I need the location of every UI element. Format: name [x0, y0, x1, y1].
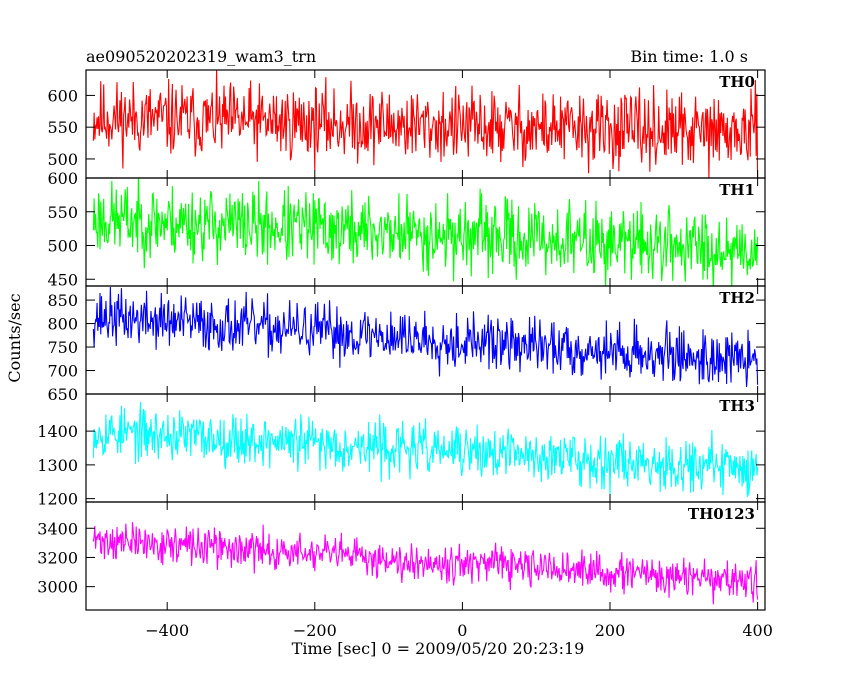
- y-tick-label: 650: [47, 385, 78, 404]
- panel-frame: [85, 393, 766, 503]
- panels-group: 500 550 600 TH0 450 500 550 600 TH1 650 700 750 800 8…: [37, 69, 766, 611]
- series-th3: [92, 401, 759, 497]
- panel-label: TH1: [719, 181, 755, 199]
- y-tick-label: 500: [47, 237, 78, 256]
- y-tick-label: 550: [47, 203, 78, 222]
- series-th0: [92, 70, 759, 178]
- panel-frame: [85, 501, 766, 611]
- panel-th0: 500 550 600 TH0: [47, 69, 766, 179]
- panel-th1: 450 500 550 600 TH1: [47, 169, 766, 289]
- y-tick-label: 600: [47, 169, 78, 188]
- x-tick-label: −200: [293, 621, 337, 640]
- y-tick-label: 3400: [37, 519, 78, 538]
- x-axis-label: Time [sec] 0 = 2009/05/20 20:23:19: [292, 639, 585, 658]
- chart-title: ae090520202319_wam3_trn: [86, 47, 316, 66]
- x-axis: −400 −200 0 200 400: [145, 621, 773, 640]
- panel-label: TH3: [719, 397, 755, 415]
- y-tick-label: 3200: [37, 548, 78, 567]
- panel-th2: 650 700 750 800 850 TH2: [47, 285, 766, 404]
- x-tick-label: −400: [145, 621, 189, 640]
- y-tick-label: 850: [47, 291, 78, 310]
- y-tick-label: 1200: [37, 490, 78, 509]
- panel-th3: 1200 1300 1400 TH3: [37, 393, 766, 509]
- panel-label: TH0: [719, 73, 755, 91]
- x-tick-label: 0: [457, 621, 467, 640]
- panel-label: TH0123: [688, 505, 755, 523]
- x-tick-label: 400: [742, 621, 773, 640]
- y-axis-label: Counts/sec: [5, 293, 24, 382]
- y-tick-label: 700: [47, 362, 78, 381]
- y-tick-label: 550: [47, 118, 78, 137]
- y-tick-label: 600: [47, 86, 78, 105]
- y-tick-label: 1300: [37, 456, 78, 475]
- y-tick-label: 750: [47, 338, 78, 357]
- panel-label: TH2: [719, 289, 755, 307]
- y-tick-label: 1400: [37, 422, 78, 441]
- x-tick-label: 200: [595, 621, 626, 640]
- y-tick-label: 800: [47, 315, 78, 334]
- y-tick-label: 500: [47, 150, 78, 169]
- y-tick-label: 3000: [37, 578, 78, 597]
- series-th0123: [92, 522, 759, 605]
- panel-th0123: 3000 3200 3400 TH0123: [37, 501, 766, 611]
- y-tick-label: 450: [47, 270, 78, 289]
- series-th1: [92, 178, 759, 286]
- bin-time-label: Bin time: 1.0 s: [630, 47, 748, 66]
- series-th2: [92, 287, 759, 388]
